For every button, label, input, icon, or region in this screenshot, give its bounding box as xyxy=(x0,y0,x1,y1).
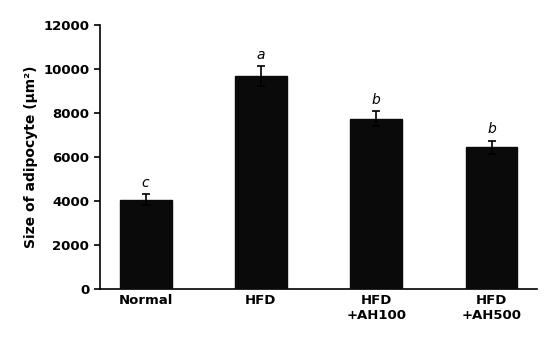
Text: b: b xyxy=(372,92,381,106)
Text: c: c xyxy=(142,176,150,190)
Bar xyxy=(120,200,172,289)
Bar xyxy=(235,76,287,289)
Text: b: b xyxy=(487,122,496,136)
Bar xyxy=(350,119,402,289)
Y-axis label: Size of adipocyte (μm²): Size of adipocyte (μm²) xyxy=(24,66,38,248)
Text: a: a xyxy=(257,48,265,62)
Bar xyxy=(465,147,517,289)
